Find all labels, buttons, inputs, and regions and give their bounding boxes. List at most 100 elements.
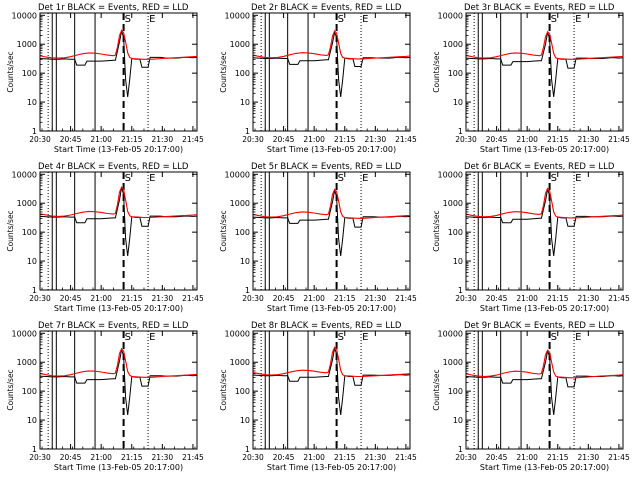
x-tick-label: 20:30 <box>242 135 264 144</box>
x-tick-label: 20:45 <box>60 294 82 303</box>
x-tick-label: 20:45 <box>273 294 295 303</box>
y-tick-label: 100 <box>22 69 37 78</box>
flag-label-S: S <box>125 332 131 343</box>
x-tick-label: 20:30 <box>29 135 51 144</box>
flag-label-E: E <box>575 332 581 343</box>
flag-label-S: S <box>551 173 557 184</box>
y-tick-label: 10 <box>27 416 37 425</box>
chart-panel-2r: Det 2r BLACK = Events, RED = LLD 1 10 100 10… <box>219 3 417 154</box>
y-tick-label: 1 <box>458 445 463 454</box>
plot-area <box>40 172 197 290</box>
lld-series-line <box>466 30 623 60</box>
y-tick-label: 100 <box>22 228 37 237</box>
x-axis-label: Start Time (13-Feb-05 20:17:00) <box>480 304 609 313</box>
chart-panel-7r: Det 7r BLACK = Events, RED = LLD 1 10 100 10… <box>6 321 204 472</box>
x-axis-label: Start Time (13-Feb-05 20:17:00) <box>54 145 183 154</box>
flag-label-E: E <box>362 332 368 343</box>
x-tick-label: 21:30 <box>152 135 174 144</box>
y-tick-label: 10 <box>27 257 37 266</box>
x-axis-label: Start Time (13-Feb-05 20:17:00) <box>54 463 183 472</box>
x-tick-label: 21:15 <box>334 135 356 144</box>
y-tick-label: 1 <box>245 286 250 295</box>
y-axis-label: Counts/sec <box>6 369 15 410</box>
flag-label-S: S <box>551 14 557 25</box>
lld-series-line <box>40 29 197 60</box>
y-axis-label: Counts/sec <box>432 51 441 92</box>
y-tick-label: 10 <box>453 257 463 266</box>
panel-title: Det 3r BLACK = Events, RED = LLD <box>464 3 615 13</box>
x-tick-label: 21:15 <box>547 135 569 144</box>
x-axis-label: Start Time (13-Feb-05 20:17:00) <box>54 304 183 313</box>
plot-area <box>40 331 197 449</box>
flag-label-E: E <box>362 173 368 184</box>
plot-frame <box>39 12 198 132</box>
x-tick-label: 20:30 <box>455 135 477 144</box>
x-tick-label: 20:45 <box>273 135 295 144</box>
y-tick-label: 1000 <box>230 40 250 49</box>
y-tick-label: 1000 <box>230 358 250 367</box>
y-tick-label: 1 <box>32 445 37 454</box>
x-tick-label: 21:45 <box>608 453 630 462</box>
panel-title: Det 8r BLACK = Events, RED = LLD <box>251 321 402 331</box>
x-tick-label: 21:45 <box>395 294 417 303</box>
x-tick-label: 21:30 <box>578 453 600 462</box>
x-tick-label: 21:15 <box>334 294 356 303</box>
y-tick-label: 10000 <box>225 170 250 179</box>
x-tick-label: 21:30 <box>578 294 600 303</box>
x-axis-label: Start Time (13-Feb-05 20:17:00) <box>480 463 609 472</box>
y-tick-label: 10000 <box>438 329 463 338</box>
y-tick-label: 1000 <box>443 199 463 208</box>
y-tick-label: 10 <box>453 98 463 107</box>
x-tick-label: 21:00 <box>516 453 538 462</box>
flag-label-E: E <box>575 173 581 184</box>
y-tick-label: 10 <box>453 416 463 425</box>
y-tick-label: 1000 <box>443 40 463 49</box>
x-axis-label: Start Time (13-Feb-05 20:17:00) <box>267 463 396 472</box>
y-tick-label: 10000 <box>12 170 37 179</box>
flag-label-S: S <box>338 14 344 25</box>
x-tick-label: 21:30 <box>365 294 387 303</box>
x-tick-label: 21:00 <box>303 294 325 303</box>
y-axis-label: Counts/sec <box>219 51 228 92</box>
plot-area <box>466 331 623 449</box>
y-tick-label: 1000 <box>17 40 37 49</box>
x-tick-label: 21:30 <box>365 135 387 144</box>
flag-label-E: E <box>149 332 155 343</box>
x-tick-label: 20:45 <box>486 135 508 144</box>
y-axis-label: Counts/sec <box>6 210 15 251</box>
x-tick-label: 20:30 <box>242 453 264 462</box>
x-tick-label: 21:45 <box>608 294 630 303</box>
lld-series-line <box>253 346 410 378</box>
x-tick-label: 21:00 <box>90 453 112 462</box>
chart-panel-5r: Det 5r BLACK = Events, RED = LLD 1 10 100 10… <box>219 162 417 313</box>
plot-frame <box>252 330 411 450</box>
flag-label-S: S <box>125 173 131 184</box>
x-tick-label: 21:15 <box>334 453 356 462</box>
panel-title: Det 5r BLACK = Events, RED = LLD <box>251 162 402 172</box>
chart-panel-3r: Det 3r BLACK = Events, RED = LLD 1 10 100 10… <box>432 3 630 154</box>
y-tick-label: 1 <box>458 127 463 136</box>
x-tick-label: 21:45 <box>395 453 417 462</box>
y-tick-label: 100 <box>235 387 250 396</box>
flag-label-E: E <box>362 14 368 25</box>
y-axis-label: Counts/sec <box>432 369 441 410</box>
x-tick-label: 20:30 <box>455 453 477 462</box>
plot-frame <box>252 12 411 132</box>
lld-series-line <box>253 188 410 219</box>
y-axis-label: Counts/sec <box>6 51 15 92</box>
x-tick-label: 21:45 <box>182 453 204 462</box>
plot-frame <box>465 12 624 132</box>
y-tick-label: 100 <box>448 228 463 237</box>
y-tick-label: 10000 <box>438 170 463 179</box>
x-tick-label: 21:30 <box>152 453 174 462</box>
x-tick-label: 21:30 <box>152 294 174 303</box>
x-tick-label: 20:45 <box>486 453 508 462</box>
flag-label-E: E <box>149 173 155 184</box>
y-axis-label: Counts/sec <box>432 210 441 251</box>
x-tick-label: 20:45 <box>60 135 82 144</box>
y-tick-label: 10000 <box>12 329 37 338</box>
x-tick-label: 20:45 <box>60 453 82 462</box>
panel-title: Det 7r BLACK = Events, RED = LLD <box>38 321 189 331</box>
y-tick-label: 10 <box>240 98 250 107</box>
